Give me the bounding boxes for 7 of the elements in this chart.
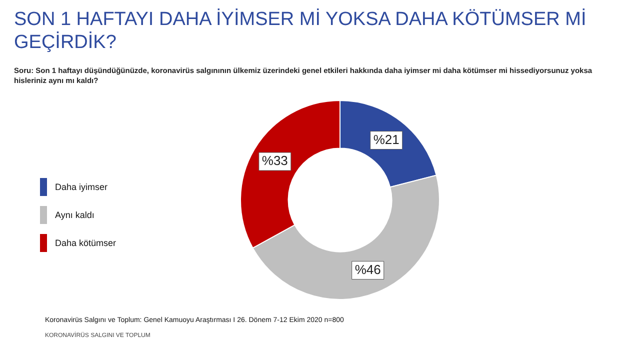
data-label: %21 bbox=[373, 132, 400, 147]
legend-label: Aynı kaldı bbox=[55, 210, 94, 220]
legend-label: Daha iyimser bbox=[55, 182, 108, 192]
data-label: %46 bbox=[354, 262, 381, 277]
legend-label: Daha kötümser bbox=[55, 238, 116, 248]
data-label: %33 bbox=[262, 153, 288, 168]
chart-title: SON 1 HAFTAYI DAHA İYİMSER Mİ YOKSA DAHA KÖTÜMSER Mİ GEÇİRDİK? bbox=[14, 8, 588, 54]
